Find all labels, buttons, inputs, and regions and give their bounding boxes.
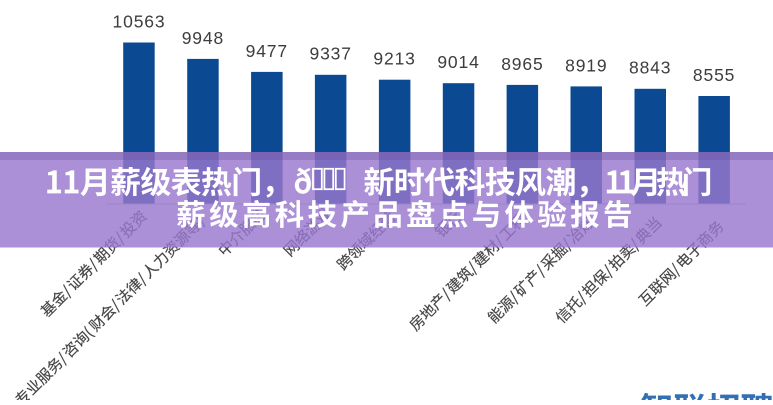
svg-text:9213: 9213 [373, 49, 415, 69]
svg-text:9014: 9014 [437, 52, 479, 72]
svg-text:9477: 9477 [246, 41, 288, 61]
svg-text:8843: 8843 [629, 58, 671, 78]
svg-text:10563: 10563 [113, 11, 166, 31]
svg-text:9948: 9948 [182, 28, 224, 48]
svg-text:8919: 8919 [565, 55, 607, 75]
svg-text:8965: 8965 [501, 54, 543, 74]
svg-text:9337: 9337 [310, 44, 352, 64]
svg-text:8555: 8555 [693, 65, 735, 85]
